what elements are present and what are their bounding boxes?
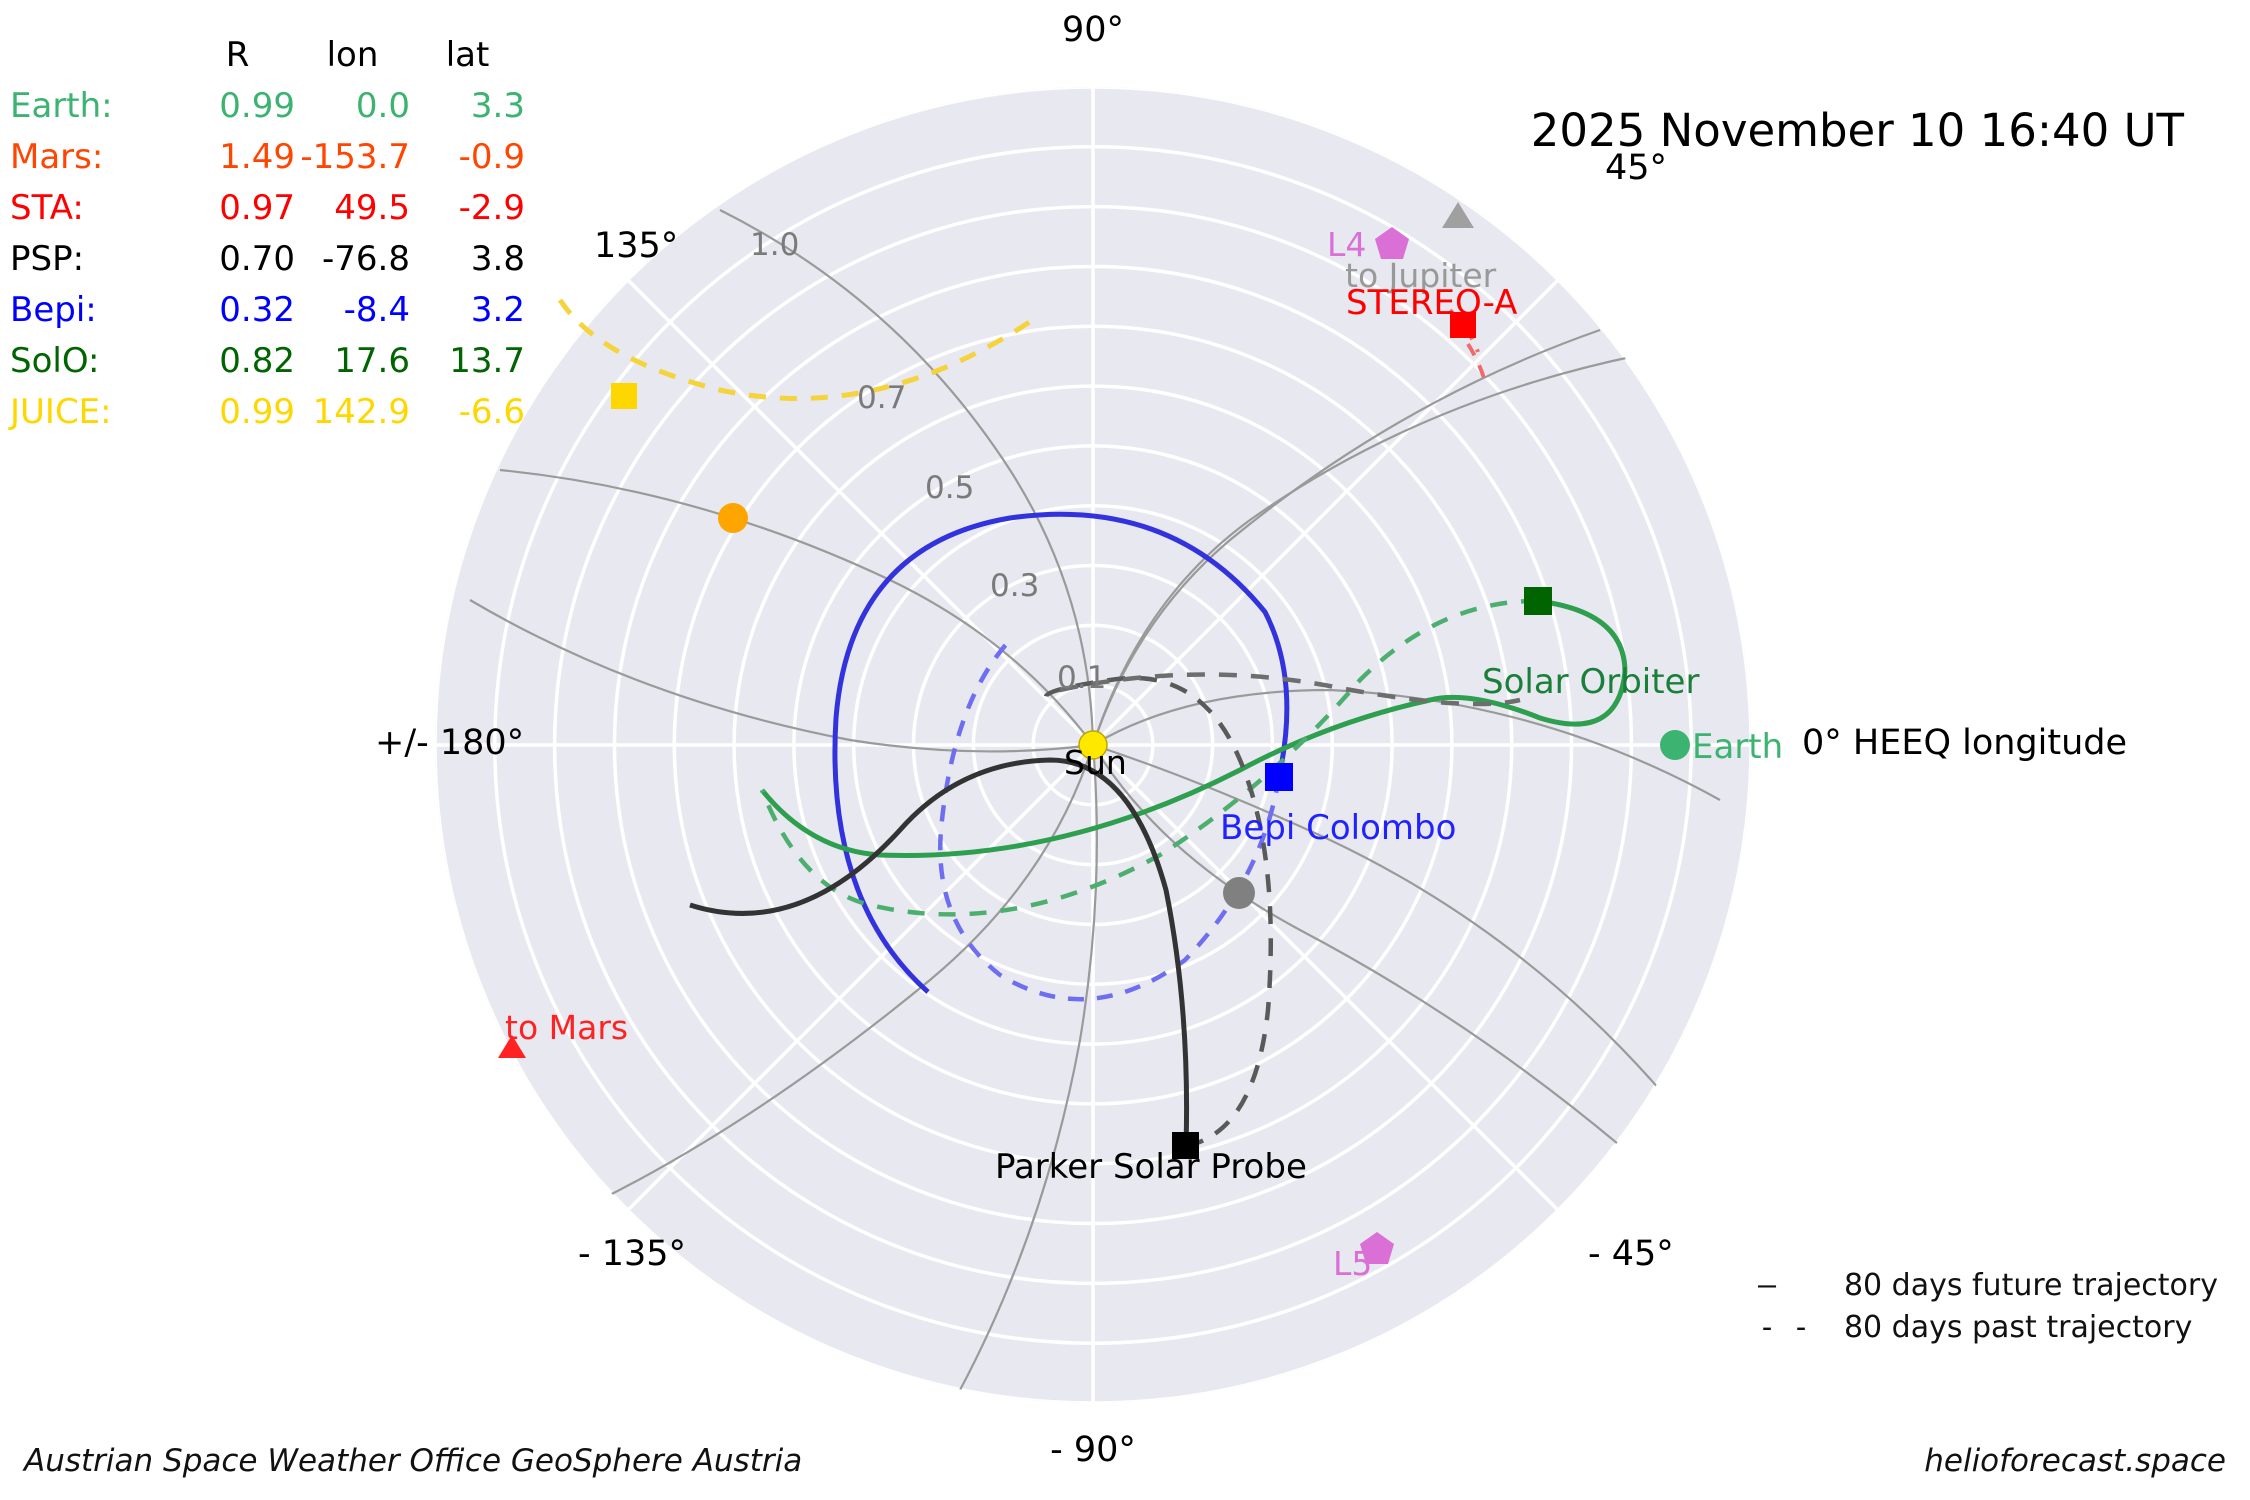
table-header-row: R lon lat — [10, 30, 525, 81]
radial-tick-0.7: 0.7 — [857, 380, 907, 416]
label-parker-solar-probe: Parker Solar Probe — [995, 1147, 1307, 1187]
row-lat-mars: -0.9 — [458, 137, 525, 177]
radial-tick-0.3: 0.3 — [990, 568, 1040, 604]
solar-orbiter-marker — [1524, 587, 1552, 615]
page-title: 2025 November 10 16:40 UT — [1530, 104, 2184, 157]
row-lon-bepi: -8.4 — [343, 290, 410, 330]
header-lat: lat — [445, 35, 490, 75]
legend-row-future: — 80 days future trajectory — [1758, 1268, 2218, 1310]
legend-label-past: 80 days past trajectory — [1843, 1310, 2193, 1345]
header-R: R — [225, 35, 250, 75]
row-R-juice: 0.99 — [219, 392, 295, 432]
juice-marker — [611, 383, 637, 409]
row-name-solo: SolO: — [10, 341, 100, 381]
positions-table: R lon lat Earth: 0.99 0.0 3.3 Mars: 1.49… — [10, 30, 525, 438]
table-row: Bepi: 0.32 -8.4 3.2 — [10, 285, 525, 336]
label-solar-orbiter: Solar Orbiter — [1482, 662, 1700, 702]
row-name-psp: PSP: — [10, 239, 85, 279]
angle-label-minus-135: - 135° — [578, 1234, 687, 1274]
bepi-marker — [1265, 763, 1293, 791]
label-earth: Earth — [1692, 727, 1784, 767]
to-mars-marker — [498, 1035, 526, 1058]
bepi-future-trajectory — [832, 511, 1290, 994]
label-bepi-colombo: Bepi Colombo — [1220, 808, 1457, 848]
angle-label-90: 90° — [1061, 10, 1125, 50]
row-lat-sta: -2.9 — [458, 188, 525, 228]
row-lat-earth: 3.3 — [470, 86, 525, 126]
psp-past-trajectory — [1043, 675, 1274, 1149]
radial-tick-1.0: 1.0 — [750, 227, 800, 263]
row-lon-earth: 0.0 — [355, 86, 410, 126]
label-l4: L4 — [1327, 225, 1367, 264]
radial-tick-0.1: 0.1 — [1057, 660, 1107, 696]
label-to-mars: to Mars — [505, 1008, 629, 1047]
angle-label-0-heeq: 0° HEEQ longitude — [1802, 723, 2128, 763]
angle-label-plusminus-180: +/- 180° — [375, 723, 525, 763]
solid-line-glyph-icon: — — [1757, 1268, 1776, 1303]
row-R-solo: 0.82 — [219, 341, 295, 381]
psp-future-trajectory — [689, 757, 1190, 1147]
label-stereo-a: STEREO-A — [1346, 283, 1518, 323]
angle-label-45: 45° — [1605, 148, 1668, 188]
row-name-earth: Earth: — [10, 86, 113, 126]
table-row: STA: 0.97 49.5 -2.9 — [10, 183, 525, 234]
mars-marker — [718, 503, 748, 533]
trajectory-legend: — 80 days future trajectory - - 80 days … — [1758, 1268, 2218, 1352]
solar-orbiter-future-trajectory — [760, 598, 1628, 858]
bepi-past-trajectory — [937, 638, 1282, 1002]
stereo-a-marker — [1450, 312, 1476, 338]
row-lon-solo: 17.6 — [334, 341, 410, 381]
to-jupiter-marker — [1442, 202, 1474, 228]
mercury-marker — [1223, 877, 1255, 909]
dashed-line-glyph-icon: - - — [1757, 1310, 1810, 1345]
row-lon-mars: -153.7 — [300, 137, 410, 177]
legend-row-past: - - 80 days past trajectory — [1758, 1310, 2218, 1352]
row-lon-psp: -76.8 — [322, 239, 410, 279]
row-lon-juice: 142.9 — [312, 392, 410, 432]
l4-marker — [1375, 227, 1409, 259]
row-R-bepi: 0.32 — [219, 290, 295, 330]
stereo-a-past-trajectory-2 — [1466, 342, 1486, 379]
row-lat-juice: -6.6 — [458, 392, 525, 432]
sun-marker — [1078, 730, 1108, 760]
label-sun: Sun — [1064, 743, 1127, 782]
row-name-mars: Mars: — [10, 137, 104, 177]
table-row: SolO: 0.82 17.6 13.7 — [10, 336, 525, 387]
row-name-bepi: Bepi: — [10, 290, 97, 330]
psp-marker — [1172, 1132, 1199, 1159]
row-R-psp: 0.70 — [219, 239, 295, 279]
row-R-mars: 1.49 — [219, 137, 295, 177]
credit-left: Austrian Space Weather Office GeoSphere … — [24, 1443, 803, 1479]
l5-marker — [1360, 1232, 1394, 1264]
solar-orbiter-past-trajectory — [759, 598, 1539, 917]
angle-label-minus-45: - 45° — [1588, 1234, 1674, 1274]
header-lon: lon — [326, 35, 379, 75]
angle-label-135: 135° — [594, 226, 679, 266]
table-row: PSP: 0.70 -76.8 3.8 — [10, 234, 525, 285]
label-l5: L5 — [1333, 1244, 1373, 1283]
row-lat-solo: 13.7 — [449, 341, 525, 381]
angle-label-minus-90: - 90° — [1050, 1430, 1136, 1470]
credit-right: helioforecast.space — [1924, 1443, 2226, 1479]
row-name-juice: JUICE: — [10, 392, 112, 432]
earth-marker — [1660, 730, 1690, 760]
legend-label-future: 80 days future trajectory — [1843, 1268, 2218, 1303]
table-row: JUICE: 0.99 142.9 -6.6 — [10, 387, 525, 438]
row-R-sta: 0.97 — [219, 188, 295, 228]
label-to-jupiter: to Jupiter — [1345, 256, 1497, 295]
table-row: Mars: 1.49 -153.7 -0.9 — [10, 132, 525, 183]
row-lat-psp: 3.8 — [470, 239, 525, 279]
row-R-earth: 0.99 — [219, 86, 295, 126]
row-lon-sta: 49.5 — [334, 188, 410, 228]
psp-past-trajectory-outer — [1059, 672, 1521, 707]
header-object — [10, 30, 180, 81]
row-name-sta: STA: — [10, 188, 84, 228]
table-row: Earth: 0.99 0.0 3.3 — [10, 81, 525, 132]
row-lat-bepi: 3.2 — [470, 290, 525, 330]
radial-tick-0.5: 0.5 — [925, 470, 975, 506]
